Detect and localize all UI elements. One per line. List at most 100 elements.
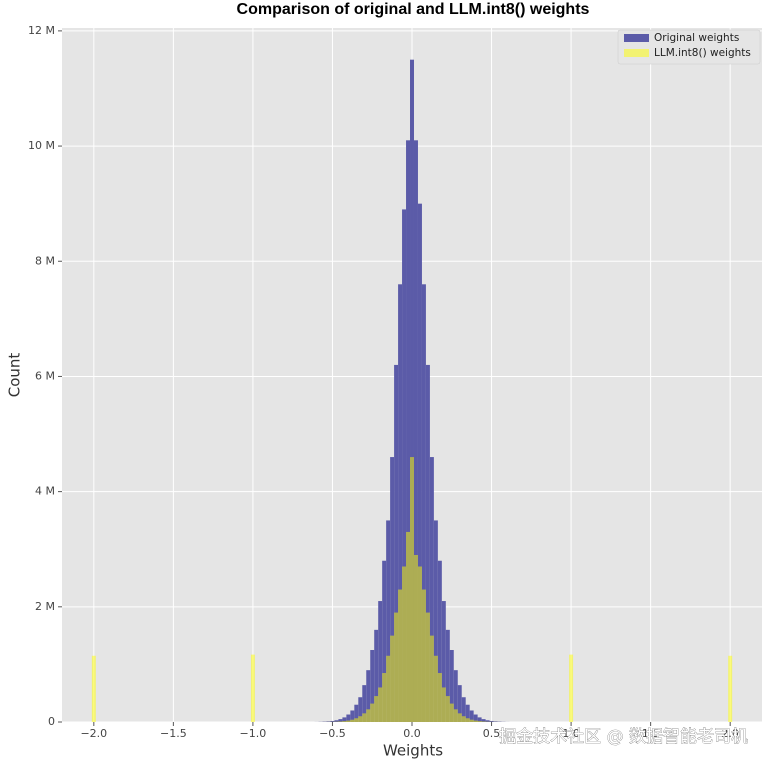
histogram-bar: [477, 717, 482, 722]
y-tick-label: 10 M: [28, 139, 55, 152]
histogram-bar: [417, 203, 422, 723]
histogram-bar: [473, 714, 478, 722]
histogram-bar: [437, 560, 442, 722]
histogram-bar: [473, 720, 478, 722]
histogram-bar: [429, 457, 434, 722]
histogram-bar: [350, 710, 355, 722]
histogram-bar: [433, 520, 438, 722]
legend-swatch: [624, 34, 649, 42]
histogram-bar: [326, 721, 331, 722]
histogram-bar: [728, 655, 733, 722]
y-tick-label: 6 M: [35, 369, 55, 382]
histogram-bar: [358, 716, 363, 722]
y-tick-label: 8 M: [35, 254, 55, 267]
histogram-bar: [457, 685, 462, 722]
legend-swatch: [624, 49, 649, 57]
histogram-bar: [457, 713, 462, 722]
histogram-bar: [390, 457, 395, 722]
histogram-bar: [350, 719, 355, 722]
axes: −2.0 −1.5 −1.0 −0.5 0.0 0.5 1.0 1.5 2.0 0 2 M 4 M 6 …: [28, 24, 739, 740]
y-tick-label: 12 M: [28, 24, 55, 37]
histogram-bar: [338, 719, 343, 722]
histogram-bar: [449, 650, 454, 722]
histogram-bar: [370, 650, 375, 722]
histogram-bar: [481, 719, 486, 722]
histogram-bar: [417, 566, 422, 722]
histogram-bar: [346, 714, 351, 722]
y-axis-label: Count: [6, 353, 24, 398]
legend-box: [617, 29, 761, 65]
histogram-bar: [398, 284, 403, 722]
histogram-bar: [382, 673, 387, 722]
histogram-bar: [250, 654, 255, 722]
histogram-bar: [346, 720, 351, 722]
x-axis-label: Weights: [383, 742, 443, 760]
histogram-bar: [354, 718, 359, 722]
histogram-bar: [421, 589, 426, 722]
histogram-bar: [433, 655, 438, 722]
histogram-bar: [342, 717, 347, 722]
histogram-bar: [386, 520, 391, 722]
histogram-bar: [413, 554, 418, 722]
histogram-bar: [493, 721, 498, 722]
histogram-bar: [489, 720, 494, 722]
histogram-bar: [453, 709, 458, 722]
histogram-bar: [425, 612, 430, 722]
x-tick-label: −1.0: [240, 727, 267, 740]
x-tick-label: 0.0: [403, 727, 421, 740]
histogram-bar: [334, 720, 339, 722]
histogram-bar: [465, 718, 470, 722]
histogram-bar: [366, 670, 371, 722]
histogram-bar: [453, 670, 458, 722]
x-tick-label: 1.0: [562, 727, 580, 740]
histogram-bar: [406, 531, 411, 722]
x-tick-label: 0.5: [483, 727, 501, 740]
histogram-bar: [378, 687, 383, 722]
x-tick-label: −0.5: [319, 727, 346, 740]
histogram-bar: [449, 703, 454, 722]
histogram-bar: [441, 601, 446, 722]
histogram-bar: [362, 713, 367, 722]
x-tick-label: 2.0: [721, 727, 739, 740]
histogram-bar: [477, 721, 482, 722]
y-tick-label: 4 M: [35, 485, 55, 498]
histogram-bar: [386, 655, 391, 722]
histogram-bar: [429, 635, 434, 722]
histogram-bar: [394, 364, 399, 722]
chart-title: Comparison of original and LLM.int8() we…: [237, 1, 590, 18]
histogram-bar: [358, 697, 363, 722]
histogram-bar: [569, 654, 574, 722]
histogram-bar: [481, 721, 486, 722]
histogram-bar: [445, 696, 450, 722]
histogram-bar: [469, 719, 474, 722]
histogram-bar: [342, 721, 347, 722]
histogram-bar: [410, 59, 414, 723]
histogram-bar: [425, 364, 430, 722]
watermark: 掘金技术社区 @ 数据智能老司机: [499, 727, 748, 747]
bars: [91, 59, 733, 723]
histogram-bar: [398, 589, 403, 722]
histogram-bar: [330, 720, 335, 722]
legend-label: LLM.int8() weights: [654, 47, 751, 59]
histogram-bar: [402, 566, 407, 722]
y-tick-label: 2 M: [35, 600, 55, 613]
histogram-bar: [402, 209, 407, 723]
histogram-bar: [421, 284, 426, 722]
histogram-bar: [461, 697, 466, 722]
legend-label: Original weights: [654, 32, 739, 44]
histogram-bar: [370, 703, 375, 722]
histogram-bar: [445, 629, 450, 722]
histogram-bar: [441, 687, 446, 722]
histogram-bar: [378, 601, 383, 722]
x-tick-label: 1.5: [642, 727, 660, 740]
histogram-bar: [382, 560, 387, 722]
x-tick-label: −1.5: [160, 727, 187, 740]
histogram-bar: [406, 140, 411, 722]
histogram-bar: [362, 685, 367, 722]
x-tick-label: −2.0: [80, 727, 107, 740]
histogram-bar: [390, 635, 395, 722]
histogram-bar: [461, 716, 466, 722]
histogram-bar: [91, 655, 96, 722]
